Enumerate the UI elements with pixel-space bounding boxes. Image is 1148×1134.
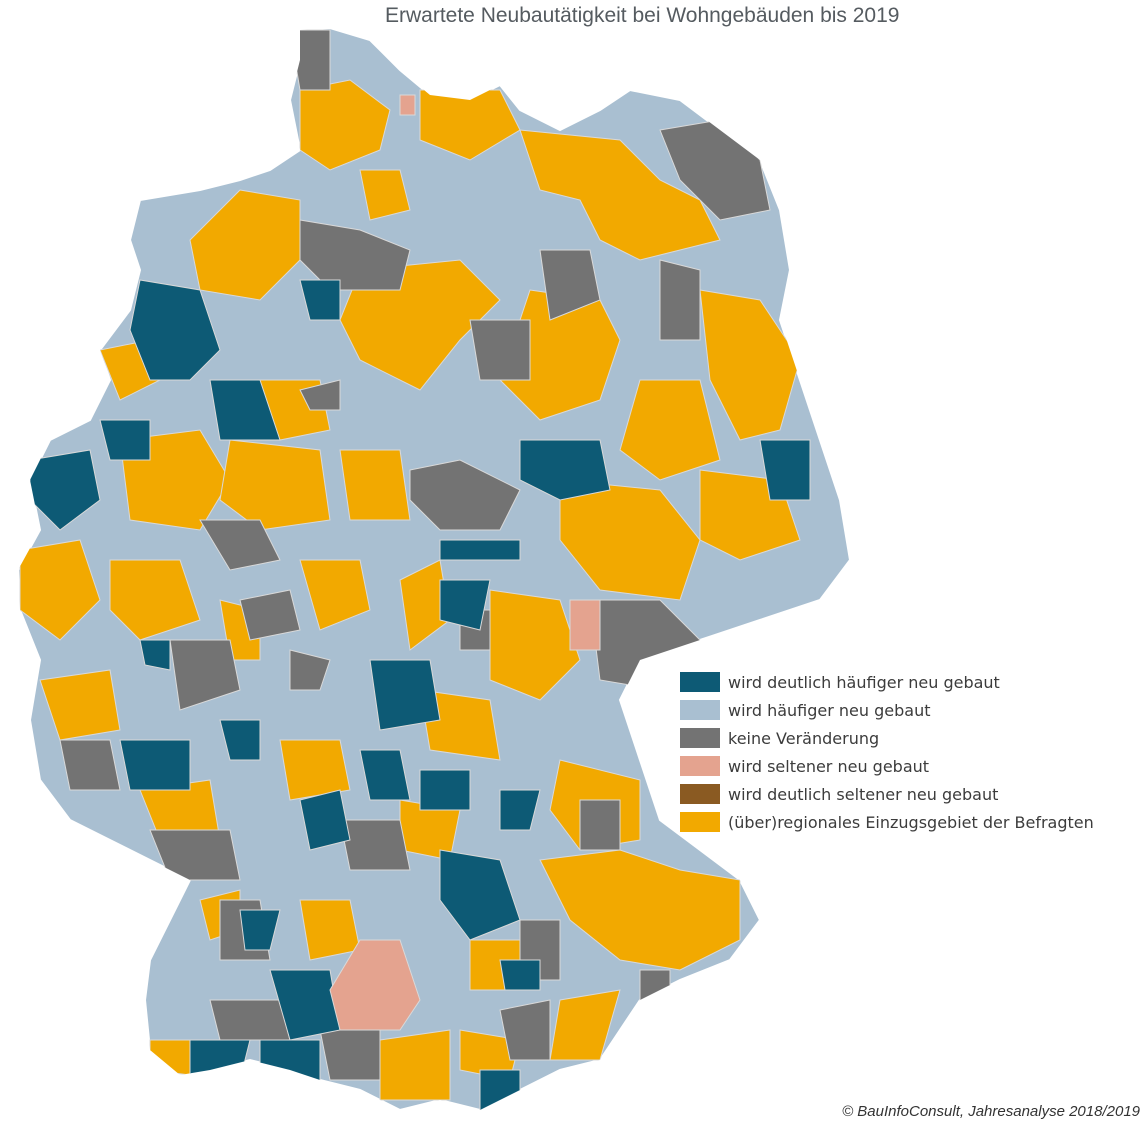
district[interactable]: [639, 969, 671, 1011]
district[interactable]: [539, 849, 741, 971]
legend-item-seltener: wird seltener neu gebaut: [680, 752, 1146, 780]
legend-item-haeufiger: wird häufiger neu gebaut: [680, 696, 1146, 724]
legend-swatch: [680, 756, 720, 776]
legend-item-einzugsgebiet: (über)regionales Einzugsgebiet der Befra…: [680, 808, 1146, 836]
district[interactable]: [239, 909, 281, 951]
district[interactable]: [129, 279, 221, 381]
legend-label: wird häufiger neu gebaut: [728, 700, 931, 720]
map-title: Erwartete Neubautätigkeit bei Wohngebäud…: [385, 4, 900, 27]
district[interactable]: [239, 589, 301, 641]
district[interactable]: [699, 289, 801, 441]
district[interactable]: [409, 459, 521, 531]
district[interactable]: [259, 1039, 321, 1081]
district[interactable]: [219, 439, 331, 531]
district[interactable]: [339, 449, 411, 521]
district[interactable]: [19, 539, 101, 641]
district[interactable]: [299, 789, 351, 851]
legend-swatch: [680, 700, 720, 720]
district[interactable]: [149, 829, 241, 881]
district[interactable]: [299, 899, 361, 961]
legend-label: wird deutlich seltener neu gebaut: [728, 784, 999, 804]
district[interactable]: [109, 559, 201, 641]
district[interactable]: [279, 739, 351, 801]
district[interactable]: [369, 659, 441, 731]
source-credit: © BauInfoConsult, Jahresanalyse 2018/201…: [842, 1103, 1140, 1120]
district[interactable]: [399, 94, 416, 116]
districts-seltener: [329, 94, 601, 1031]
district[interactable]: [439, 849, 521, 941]
legend-label: wird seltener neu gebaut: [728, 756, 930, 776]
district[interactable]: [189, 189, 301, 301]
district[interactable]: [619, 379, 721, 481]
district[interactable]: [299, 379, 341, 411]
district[interactable]: [139, 639, 171, 671]
district[interactable]: [209, 999, 291, 1041]
district[interactable]: [299, 559, 371, 631]
legend-swatch: [680, 812, 720, 832]
district[interactable]: [419, 689, 501, 761]
district[interactable]: [39, 669, 121, 741]
district[interactable]: [759, 439, 811, 501]
district[interactable]: [339, 259, 501, 391]
district[interactable]: [299, 219, 411, 291]
district[interactable]: [299, 79, 391, 171]
district[interactable]: [419, 769, 471, 811]
district[interactable]: [479, 1069, 521, 1110]
district[interactable]: [439, 579, 491, 631]
districts-einzugsgebiet: [19, 79, 801, 1101]
map-legend: wird deutlich häufiger neu gebaut wird h…: [680, 668, 1146, 836]
district[interactable]: [379, 1029, 451, 1101]
district[interactable]: [119, 739, 191, 791]
districts-keine-veraenderung: [59, 29, 771, 1081]
legend-swatch: [680, 784, 720, 804]
district[interactable]: [209, 379, 281, 441]
district[interactable]: [569, 599, 601, 651]
legend-label: keine Veränderung: [728, 728, 880, 748]
district[interactable]: [499, 789, 541, 831]
district[interactable]: [299, 279, 341, 321]
district[interactable]: [359, 749, 411, 801]
legend-swatch: [680, 728, 720, 748]
district[interactable]: [289, 649, 331, 691]
district[interactable]: [519, 439, 611, 501]
district[interactable]: [59, 739, 121, 791]
district[interactable]: [489, 589, 581, 701]
legend-item-deutlich-seltener: wird deutlich seltener neu gebaut: [680, 780, 1146, 808]
district[interactable]: [659, 259, 701, 341]
district[interactable]: [359, 169, 411, 221]
legend-item-deutlich-haeufiger: wird deutlich häufiger neu gebaut: [680, 668, 1146, 696]
district[interactable]: [219, 719, 261, 761]
district-layer: [19, 29, 811, 1110]
district[interactable]: [189, 1039, 251, 1081]
district[interactable]: [169, 639, 241, 711]
district[interactable]: [499, 959, 541, 991]
legend-item-keine-veraenderung: keine Veränderung: [680, 724, 1146, 752]
district[interactable]: [519, 129, 721, 261]
legend-label: wird deutlich häufiger neu gebaut: [728, 672, 1000, 692]
district[interactable]: [339, 819, 411, 871]
district[interactable]: [559, 479, 701, 601]
district[interactable]: [439, 539, 521, 561]
district[interactable]: [99, 419, 151, 461]
district[interactable]: [329, 939, 421, 1031]
district[interactable]: [469, 319, 531, 381]
district[interactable]: [579, 799, 621, 851]
district[interactable]: [549, 989, 621, 1061]
district[interactable]: [499, 999, 551, 1061]
district[interactable]: [199, 519, 281, 571]
legend-swatch: [680, 672, 720, 692]
legend-label: (über)regionales Einzugsgebiet der Befra…: [728, 812, 1094, 832]
district[interactable]: [319, 1029, 381, 1081]
district[interactable]: [539, 249, 601, 321]
